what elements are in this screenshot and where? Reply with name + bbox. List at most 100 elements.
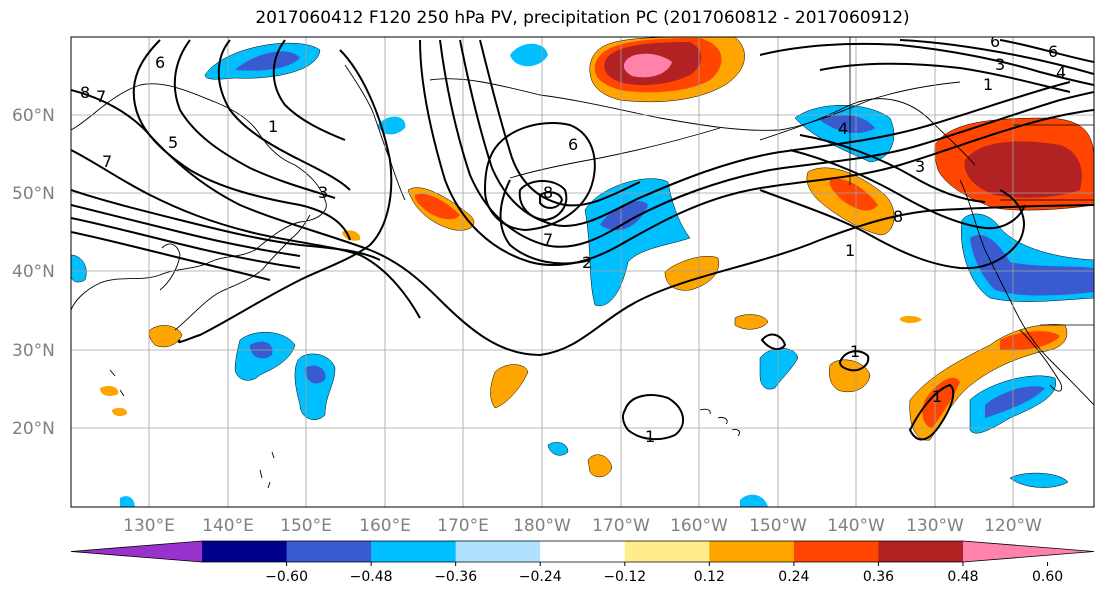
- coastline-aleutians: [509, 127, 721, 179]
- pv-contour-labels: 8 7 6 1 5 7 3 6 8 7 2 4 8 1 4 3 6 6 3 1 …: [80, 37, 1066, 446]
- pos-precip-region: [100, 386, 119, 396]
- pos-precip-region: [900, 315, 922, 323]
- coastline-japan: [174, 214, 311, 331]
- islands-chain: [109, 369, 275, 489]
- coastline-baja: [1019, 329, 1063, 392]
- contour-label: 7: [96, 87, 106, 106]
- map-title: 2017060412 F120 250 hPa PV, precipitatio…: [255, 8, 910, 28]
- pv-contour: [132, 39, 351, 241]
- contour-label: 7: [102, 152, 112, 171]
- pos-precip-region: [734, 314, 769, 330]
- colorbar-swatch: [624, 541, 710, 562]
- colorbar-swatch: [371, 541, 457, 562]
- contour-label: 3: [318, 183, 328, 202]
- colorbar-swatch: [455, 541, 541, 562]
- pos-precip-region: [148, 325, 183, 348]
- lat-label: 30°N: [12, 341, 55, 361]
- neg-precip-region: [740, 494, 768, 507]
- coastline-kamchatka: [344, 64, 406, 201]
- neg-precip-region: [294, 353, 336, 420]
- contour-label: 4: [838, 119, 848, 138]
- pv-contour: [539, 191, 564, 209]
- pv-contour: [217, 39, 351, 191]
- lon-label: 140°W: [827, 516, 885, 536]
- pv-contour: [759, 189, 1025, 270]
- coastline-na-west: [959, 179, 1094, 406]
- pv-contours: [71, 39, 1094, 441]
- pv-contour: [419, 39, 1094, 267]
- pv-contour: [173, 39, 336, 199]
- map-background: [71, 37, 1094, 507]
- pv-contour: [799, 134, 986, 203]
- neg-precip-region: [120, 496, 135, 507]
- neg-precip-region: [584, 178, 691, 307]
- colorbar-tick-label: 0.12: [694, 569, 725, 585]
- contour-label: 1: [268, 117, 278, 136]
- map-frame: [70, 36, 1095, 508]
- lon-label: 150°E: [280, 516, 332, 536]
- colorbar-tick-label: −0.60: [265, 569, 308, 585]
- pv-contour: [499, 179, 591, 265]
- coastline-korea: [159, 243, 181, 291]
- contour-label: 6: [568, 135, 578, 154]
- lon-label: 160°W: [670, 516, 728, 536]
- pv-contour: [71, 231, 271, 281]
- colorbar-extend-left: [71, 541, 202, 562]
- colorbar-swatch: [793, 541, 879, 562]
- pv-contour: [483, 122, 596, 232]
- pos-precip-region: [909, 324, 1068, 441]
- neg-precip-region: [235, 51, 300, 71]
- pv-contour: [999, 39, 1094, 63]
- lat-label: 40°N: [12, 262, 55, 282]
- coastlines: [71, 64, 1094, 489]
- pv-contour: [459, 39, 1071, 227]
- pv-contour: [819, 62, 1071, 93]
- colorbar-tick-label: −0.48: [350, 569, 393, 585]
- lat-label: 60°N: [12, 106, 55, 126]
- neg-precip-region: [547, 442, 569, 456]
- pos-precip-region: [829, 178, 878, 211]
- neg-precip-region: [71, 254, 87, 283]
- pv-contour: [71, 189, 381, 261]
- pos-precip-region: [414, 193, 460, 220]
- pv-contour: [439, 39, 1094, 248]
- contour-label: 1: [845, 241, 855, 260]
- contour-label: 4: [1056, 63, 1066, 82]
- neg-precip-region: [510, 43, 548, 67]
- coastline-asia: [71, 83, 327, 311]
- contour-label: 2: [582, 253, 592, 272]
- colorbar-swatch: [540, 541, 626, 562]
- colorbar-tick-label: 0.60: [1032, 569, 1063, 585]
- pv-contour: [760, 333, 787, 351]
- pos-precip-region: [829, 359, 871, 393]
- contour-label: 8: [543, 183, 553, 202]
- lat-label: 50°N: [12, 184, 55, 204]
- pos-precip-region: [964, 141, 1082, 198]
- contour-label: 3: [995, 55, 1005, 74]
- lon-label: 170°W: [592, 516, 650, 536]
- colorbar-swatch: [878, 541, 964, 562]
- lon-label: 160°E: [359, 516, 411, 536]
- colorbar-swatch: [709, 541, 795, 562]
- lon-label: 150°W: [749, 516, 807, 536]
- colorbar-tick-label: −0.24: [519, 569, 562, 585]
- pv-contour: [177, 49, 393, 344]
- contour-label: 6: [1048, 42, 1058, 61]
- contour-label: 7: [543, 230, 553, 249]
- pv-contour: [908, 383, 955, 441]
- contour-label: 6: [155, 53, 165, 72]
- pv-contour: [838, 350, 870, 372]
- pv-contour: [71, 149, 421, 319]
- contour-label: 1: [932, 387, 942, 406]
- colorbar-swatch: [202, 541, 288, 562]
- contour-label: 5: [168, 133, 178, 152]
- pv-contour: [899, 39, 1094, 75]
- pos-precip-region: [587, 454, 613, 478]
- contour-label: 1: [645, 427, 655, 446]
- pv-contour: [518, 180, 568, 222]
- neg-precip-region: [1009, 472, 1069, 488]
- colorbar-tick-label: −0.12: [603, 569, 646, 585]
- lon-label: 120°W: [984, 516, 1042, 536]
- lon-label: 180°W: [513, 516, 571, 536]
